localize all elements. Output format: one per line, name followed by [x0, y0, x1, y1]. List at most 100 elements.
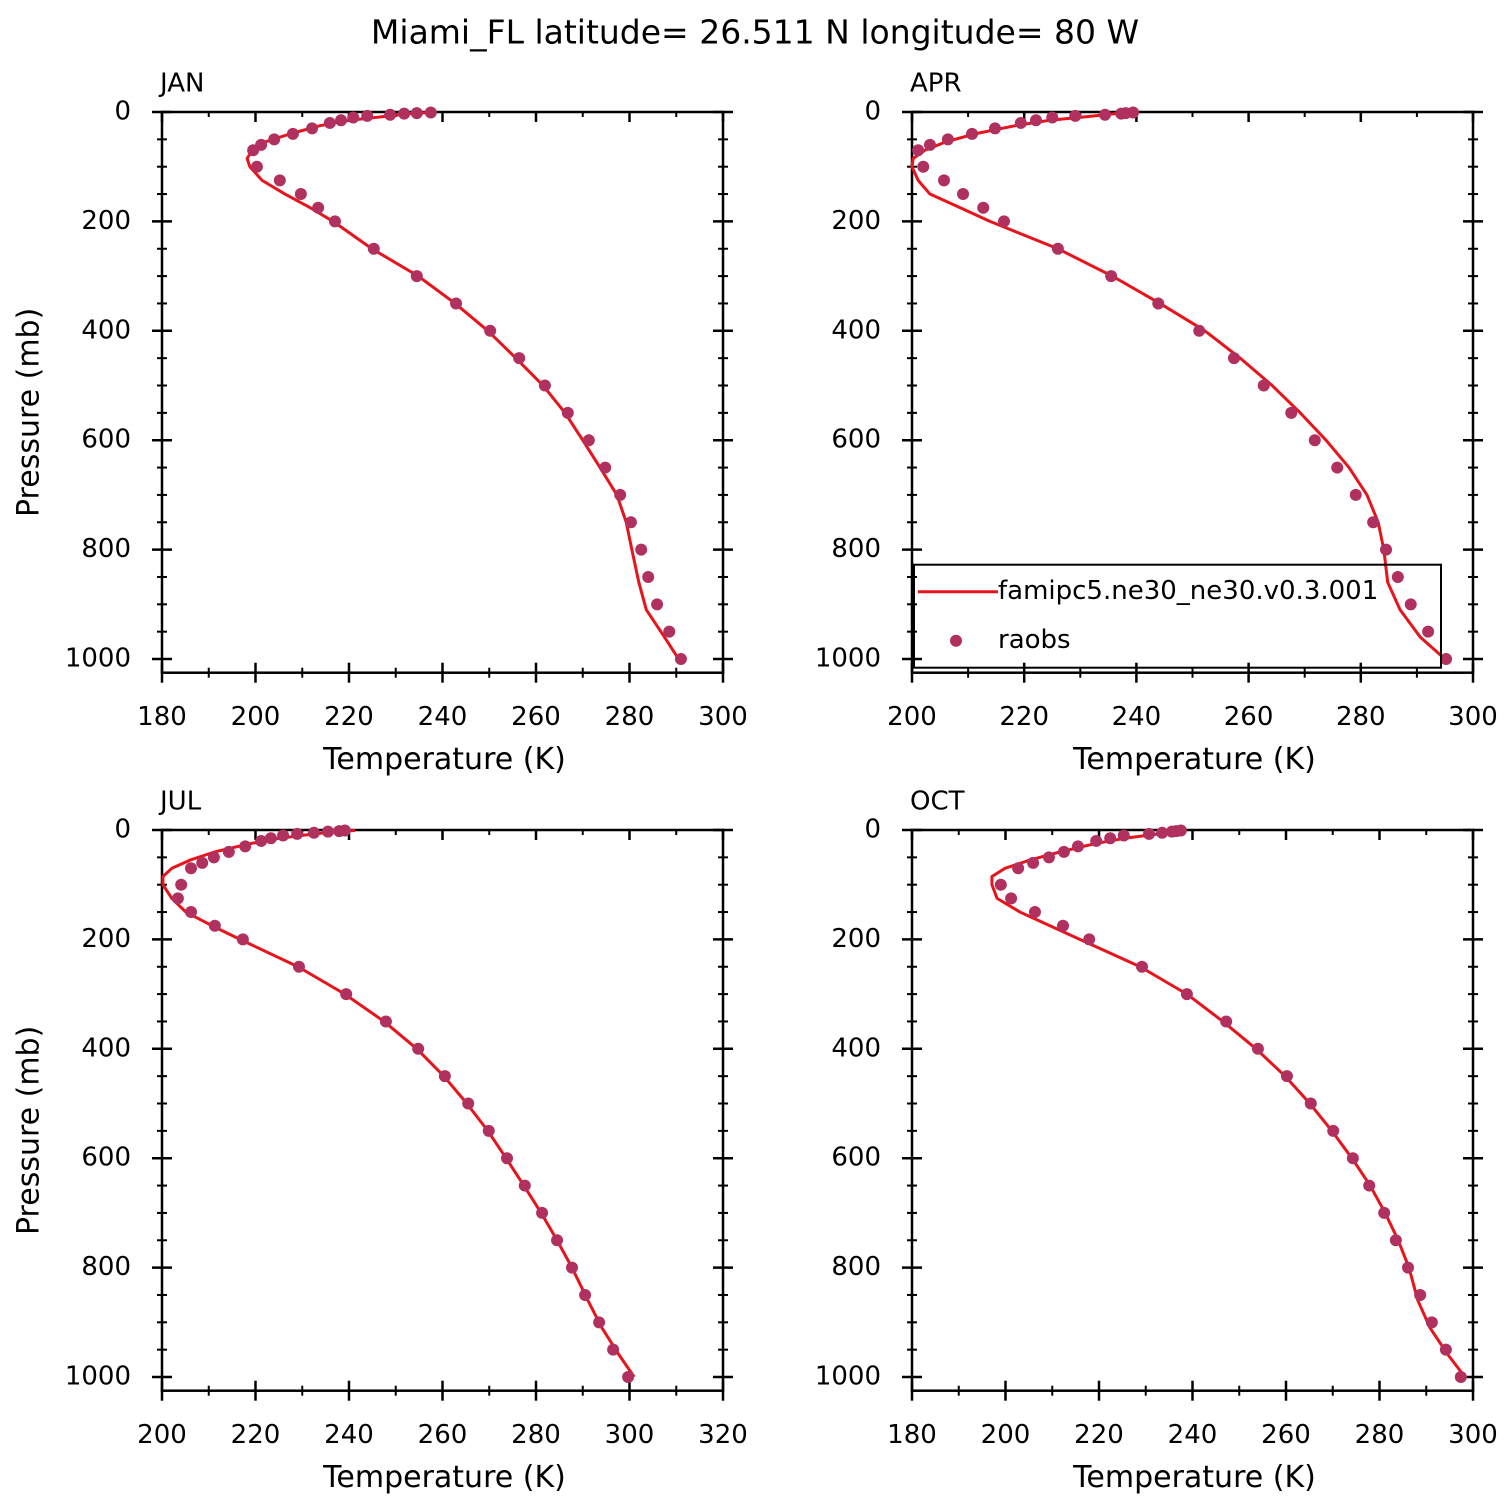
y-tick-label: 200 — [81, 924, 131, 954]
raobs-point — [273, 174, 286, 187]
raobs-point — [1349, 488, 1362, 501]
y-tick-label: 400 — [81, 1033, 131, 1063]
raobs-point — [917, 160, 930, 173]
y-tick-label: 200 — [831, 206, 881, 236]
raobs-point — [1117, 829, 1130, 842]
raobs-point — [286, 127, 299, 140]
raobs-point — [599, 461, 612, 474]
y-tick-label: 1000 — [815, 644, 881, 674]
raobs-point — [1136, 960, 1149, 973]
raobs-point — [1193, 324, 1206, 337]
raobs-point — [579, 1288, 592, 1301]
raobs-point — [1057, 845, 1070, 858]
raobs-point — [1331, 461, 1344, 474]
y-tick-label: 800 — [81, 1252, 131, 1282]
raobs-point — [565, 1261, 578, 1274]
x-tick-label: 240 — [418, 702, 468, 732]
x-tick-label: 240 — [1168, 1420, 1218, 1450]
raobs-point — [306, 122, 319, 135]
x-tick-label: 260 — [1261, 1420, 1311, 1450]
raobs-point — [321, 825, 334, 838]
panel: JAN 180 200 220 240 260 280 300 0 200 400 600 800 100… — [12, 69, 748, 778]
raobs-point — [1051, 242, 1064, 255]
raobs-point — [551, 1234, 564, 1247]
x-tick-label: 180 — [137, 702, 187, 732]
model-line — [161, 829, 636, 1378]
raobs-point — [582, 434, 595, 447]
x-tick-label: 240 — [324, 1420, 374, 1450]
raobs-point — [937, 174, 950, 187]
raobs-point — [1098, 108, 1111, 121]
raobs-point — [1404, 598, 1417, 611]
raobs-point — [367, 242, 380, 255]
x-tick-label: 220 — [324, 702, 374, 732]
raobs-point — [1027, 856, 1040, 869]
raobs-point — [328, 215, 341, 228]
raobs-point — [1014, 116, 1027, 129]
raobs-point — [1251, 1042, 1264, 1055]
raobs-point — [1378, 1206, 1391, 1219]
raobs-point — [1440, 653, 1453, 666]
y-tick-label: 600 — [81, 1143, 131, 1173]
x-axis-label: Temperature (K) — [322, 742, 566, 777]
raobs-point — [1090, 834, 1103, 847]
raobs-point — [410, 107, 423, 120]
raobs-point — [518, 1179, 531, 1192]
raobs-point — [1346, 1152, 1359, 1165]
raobs-point — [384, 108, 397, 121]
panel: JUL 200 220 240 260 280 300 320 0 200 400 600 800 100… — [12, 787, 748, 1496]
x-tick-label: 280 — [605, 702, 655, 732]
raobs-point — [1071, 840, 1084, 853]
raobs-point — [379, 1015, 392, 1028]
raobs-point — [1104, 832, 1117, 845]
raobs-point — [923, 138, 936, 151]
x-tick-label: 260 — [418, 1420, 468, 1450]
plot-frame — [910, 828, 1475, 1392]
raobs-point — [957, 188, 970, 201]
raobs-point — [624, 516, 637, 529]
y-tick-label: 600 — [831, 425, 881, 455]
raobs-point — [966, 127, 979, 140]
legend-label: famipc5.ne30_ne30.v0.3.001 — [998, 576, 1378, 606]
raobs-point — [484, 324, 497, 337]
x-tick-label: 180 — [887, 1420, 937, 1450]
y-tick-label: 600 — [831, 1143, 881, 1173]
raobs-point — [222, 845, 235, 858]
y-tick-label: 800 — [81, 534, 131, 564]
raobs-point — [1028, 906, 1041, 919]
raobs-point — [450, 297, 463, 310]
raobs-point — [1257, 379, 1270, 392]
raobs-point — [1152, 297, 1165, 310]
raobs-point — [291, 827, 304, 840]
raobs-point — [184, 862, 197, 875]
figure-title: Miami_FL latitude= 26.511 N longitude= 8… — [371, 13, 1139, 52]
raobs-point — [1367, 516, 1380, 529]
raobs-point — [462, 1097, 475, 1110]
y-axis-label: Pressure (mb) — [12, 1026, 47, 1235]
raobs-point — [338, 824, 351, 837]
raobs-point — [1105, 270, 1118, 283]
raobs-point — [1285, 406, 1298, 419]
y-axis-label: Pressure (mb) — [12, 308, 47, 517]
raobs-point — [1402, 1261, 1415, 1274]
y-tick-label: 600 — [81, 425, 131, 455]
raobs-point — [1454, 1371, 1467, 1384]
raobs-point — [1005, 892, 1018, 905]
raobs-point — [1220, 1015, 1233, 1028]
x-tick-label: 300 — [698, 702, 748, 732]
legend-box — [913, 563, 1442, 669]
y-tick-label: 0 — [114, 815, 131, 845]
raobs-point — [323, 116, 336, 129]
raobs-point — [255, 138, 268, 151]
x-tick-label: 240 — [1112, 702, 1162, 732]
x-tick-label: 220 — [1074, 1420, 1124, 1450]
raobs-point — [994, 878, 1007, 891]
x-tick-label: 200 — [231, 702, 281, 732]
raobs-point — [1439, 1343, 1452, 1356]
x-tick-label: 280 — [511, 1420, 561, 1450]
raobs-point — [1029, 114, 1042, 127]
raobs-point — [438, 1070, 451, 1083]
raobs-point — [412, 1042, 425, 1055]
raobs-point — [268, 133, 281, 146]
raobs-point — [1174, 824, 1187, 837]
